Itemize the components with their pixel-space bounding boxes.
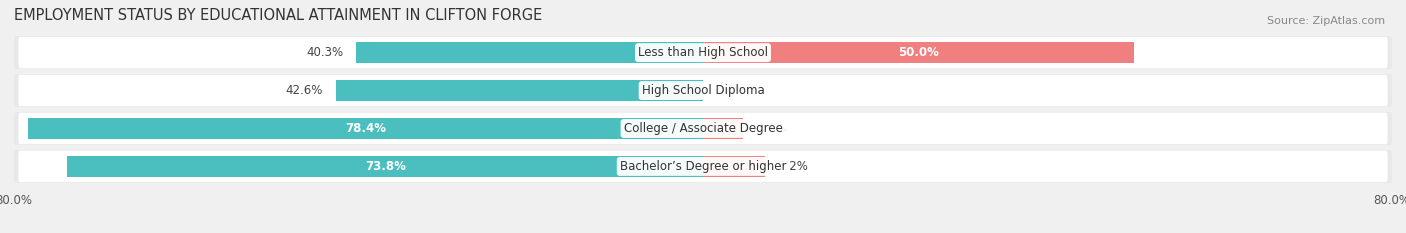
- Bar: [28, 118, 703, 139]
- Bar: [336, 80, 703, 101]
- Bar: [67, 156, 703, 177]
- FancyBboxPatch shape: [14, 74, 1392, 107]
- Text: Less than High School: Less than High School: [638, 46, 768, 59]
- Text: 50.0%: 50.0%: [898, 46, 939, 59]
- Text: Source: ZipAtlas.com: Source: ZipAtlas.com: [1267, 16, 1385, 26]
- FancyBboxPatch shape: [18, 113, 1388, 144]
- FancyBboxPatch shape: [18, 151, 1388, 182]
- Text: 73.8%: 73.8%: [364, 160, 406, 173]
- Text: 78.4%: 78.4%: [344, 122, 385, 135]
- Bar: [703, 118, 744, 139]
- Text: 0.0%: 0.0%: [716, 84, 745, 97]
- Text: Bachelor’s Degree or higher: Bachelor’s Degree or higher: [620, 160, 786, 173]
- Text: College / Associate Degree: College / Associate Degree: [624, 122, 782, 135]
- FancyBboxPatch shape: [18, 37, 1388, 68]
- Bar: [356, 42, 703, 63]
- Bar: [703, 156, 765, 177]
- Bar: [703, 42, 1133, 63]
- Text: High School Diploma: High School Diploma: [641, 84, 765, 97]
- FancyBboxPatch shape: [18, 75, 1388, 106]
- Text: 4.7%: 4.7%: [756, 122, 786, 135]
- Text: 42.6%: 42.6%: [285, 84, 323, 97]
- Text: 7.2%: 7.2%: [778, 160, 808, 173]
- FancyBboxPatch shape: [14, 112, 1392, 145]
- Text: 40.3%: 40.3%: [307, 46, 343, 59]
- FancyBboxPatch shape: [14, 150, 1392, 183]
- FancyBboxPatch shape: [14, 36, 1392, 69]
- Text: EMPLOYMENT STATUS BY EDUCATIONAL ATTAINMENT IN CLIFTON FORGE: EMPLOYMENT STATUS BY EDUCATIONAL ATTAINM…: [14, 8, 543, 23]
